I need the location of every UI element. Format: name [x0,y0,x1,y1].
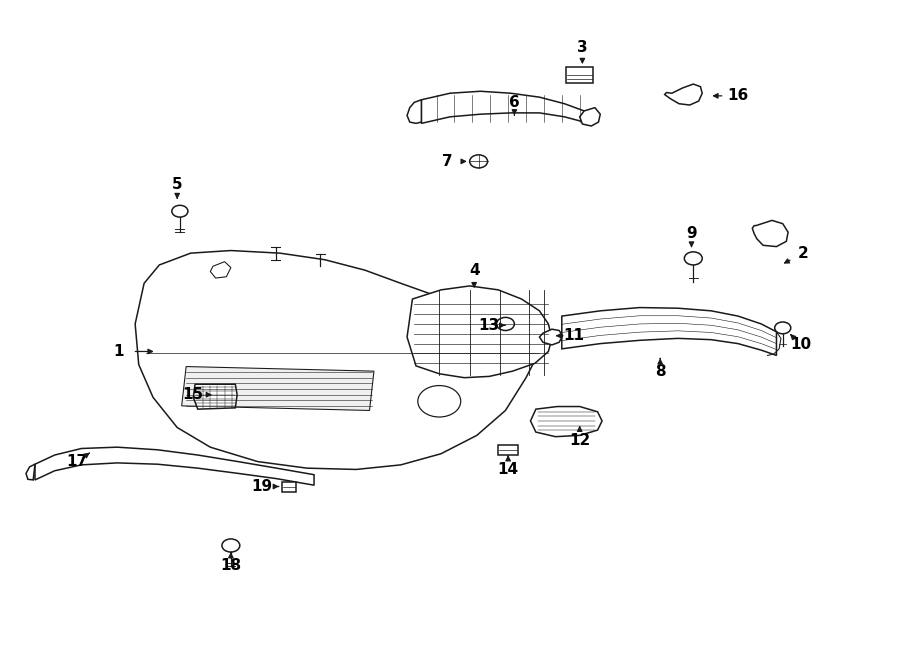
Text: 5: 5 [172,178,183,192]
Text: 15: 15 [183,387,204,403]
Circle shape [222,539,239,552]
Text: 14: 14 [498,462,518,477]
FancyBboxPatch shape [499,445,518,455]
Text: 11: 11 [562,329,584,343]
Polygon shape [407,100,421,124]
Polygon shape [562,307,777,356]
Polygon shape [580,108,600,126]
Text: 13: 13 [478,318,499,332]
Polygon shape [421,91,584,124]
Text: 17: 17 [67,454,87,469]
Polygon shape [135,251,546,469]
Text: 4: 4 [469,262,480,278]
Polygon shape [194,384,237,409]
Circle shape [172,206,188,217]
Circle shape [684,252,702,265]
Polygon shape [752,220,788,247]
Polygon shape [407,286,552,377]
Text: 7: 7 [442,154,453,169]
Polygon shape [26,464,35,480]
Text: 12: 12 [569,433,590,448]
Text: 19: 19 [252,479,273,494]
Polygon shape [530,407,602,437]
Text: 9: 9 [686,226,697,241]
Circle shape [497,317,515,330]
Text: 2: 2 [798,246,809,260]
FancyBboxPatch shape [282,482,296,492]
Polygon shape [211,262,231,278]
Text: 10: 10 [790,337,811,352]
Circle shape [775,322,791,334]
FancyBboxPatch shape [566,67,593,83]
Text: 18: 18 [220,558,241,572]
Polygon shape [35,447,314,485]
Polygon shape [665,84,702,105]
Text: 16: 16 [727,89,749,103]
Polygon shape [539,329,562,345]
Text: 1: 1 [113,344,124,359]
Text: 8: 8 [655,364,665,379]
Text: 6: 6 [509,95,520,110]
Polygon shape [182,367,374,410]
Text: 3: 3 [577,40,588,55]
Circle shape [470,155,488,168]
